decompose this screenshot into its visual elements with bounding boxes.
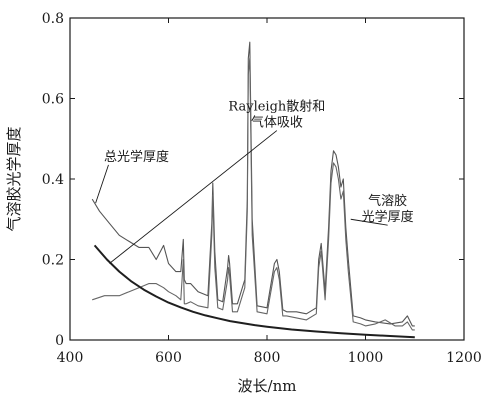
annotation-aerosol-label: 气溶胶 [368, 193, 407, 209]
x-tick-label: 800 [254, 350, 281, 366]
series-layer [92, 42, 415, 337]
y-tick-label: 0.8 [42, 11, 64, 27]
y-tick-label: 0.2 [42, 253, 64, 269]
x-axis-title: 波长/nm [238, 377, 297, 395]
x-tick-label: 600 [155, 350, 182, 366]
x-tick-labels: 400 600 800 1000 1200 [57, 350, 482, 366]
x-tick-label: 400 [57, 350, 84, 366]
y-tick-label: 0.4 [42, 172, 64, 188]
x-tick-label: 1000 [348, 350, 384, 366]
annotation-aerosol-label: 光学厚度 [362, 209, 414, 225]
x-tick-label: 1200 [446, 350, 482, 366]
series-total-line [92, 42, 415, 326]
annotation-rayleigh-label: 气体吸收 [251, 115, 303, 131]
y-tick-label: 0.6 [42, 92, 64, 108]
y-axis-title: 气溶胶光学厚度 [5, 126, 23, 231]
y-tick-labels: 0 0.2 0.4 0.6 0.8 [42, 11, 64, 349]
y-tick-label: 0 [55, 333, 64, 349]
annotation-total-label: 总光学厚度 [104, 149, 169, 165]
annotation-rayleigh-label: Rayleigh散射和 [228, 99, 325, 115]
annotation-total-leader [96, 165, 109, 203]
